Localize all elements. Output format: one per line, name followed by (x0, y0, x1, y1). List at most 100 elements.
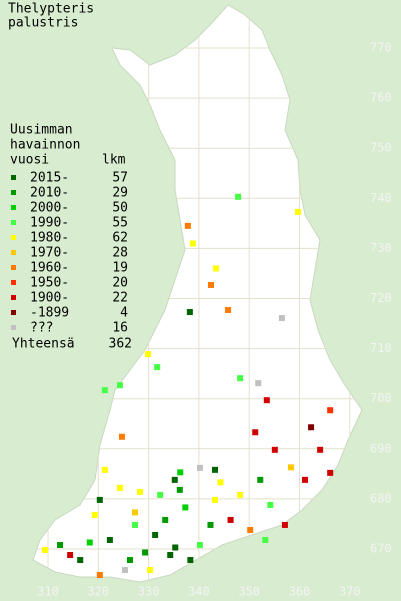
observation (152, 531, 159, 538)
observation (96, 572, 103, 579)
legend-count: 55 (112, 216, 128, 231)
title: Thelypteris (8, 2, 94, 17)
observation (67, 552, 74, 559)
observation (77, 557, 84, 564)
observation (317, 446, 324, 453)
legend-label: -1899 (30, 306, 69, 321)
observation (262, 536, 269, 543)
observation (106, 536, 113, 543)
observation (147, 567, 154, 574)
observation (132, 509, 139, 516)
x-tick-label: 370 (339, 585, 361, 599)
observation (267, 501, 274, 508)
observation (171, 476, 178, 483)
legend-count: 62 (112, 231, 128, 246)
observation (186, 309, 193, 316)
legend-count: 16 (112, 321, 128, 336)
x-tick-label: 330 (138, 585, 160, 599)
legend-heading: vuosi (10, 153, 49, 168)
legend-label: ??? (30, 321, 53, 336)
legend-count: 29 (112, 186, 128, 201)
y-tick-label: 760 (370, 91, 392, 105)
observation (142, 549, 149, 556)
observations (41, 193, 334, 579)
observation (207, 521, 214, 528)
legend-swatch (11, 220, 16, 225)
y-tick-label: 730 (370, 241, 392, 255)
observation (137, 488, 144, 495)
y-tick-label: 770 (370, 41, 392, 55)
observation (126, 557, 133, 564)
y-tick-label: 710 (370, 341, 392, 355)
legend-count: 28 (112, 246, 128, 261)
legend-heading: havainnon (10, 138, 80, 153)
observation (327, 469, 334, 476)
observation (86, 539, 93, 546)
legend-total: 362 (109, 337, 132, 352)
labels: 310 320 330 340 350 360 370 670 680 690 700 710 720 7… (8, 2, 392, 599)
observation (176, 486, 183, 493)
observation (281, 521, 288, 528)
title: palustris (8, 16, 78, 31)
observation (189, 240, 196, 247)
observation (252, 429, 259, 436)
x-tick-label: 310 (37, 585, 59, 599)
observation (207, 281, 214, 288)
y-tick-label: 740 (370, 191, 392, 205)
legend-count: 20 (112, 276, 128, 291)
legend-heading: Uusimman (10, 123, 73, 138)
legend-swatch (11, 280, 16, 285)
observation (237, 375, 244, 382)
observation (278, 315, 285, 322)
observation (257, 476, 264, 483)
observation (184, 222, 191, 229)
legend-label: 2000- (30, 201, 69, 216)
observation (287, 464, 294, 471)
observation (211, 496, 218, 503)
x-tick-label: 360 (289, 585, 311, 599)
observation (196, 541, 203, 548)
observation (116, 382, 123, 389)
legend-count-header: lkm (102, 153, 126, 168)
legend-swatch (11, 190, 16, 195)
observation (308, 424, 315, 431)
y-tick-label: 700 (370, 391, 392, 405)
observation (101, 387, 108, 394)
observation (187, 557, 194, 564)
legend-label: 1900- (30, 291, 69, 306)
legend-count: 50 (112, 201, 128, 216)
observation (213, 265, 220, 272)
legend-count: 19 (112, 261, 128, 276)
observation (132, 521, 139, 528)
legend-total-label: Yhteensä (12, 337, 75, 352)
observation (237, 491, 244, 498)
observation (247, 526, 254, 533)
observation (157, 491, 164, 498)
x-tick-label: 340 (188, 585, 210, 599)
legend-swatch (11, 175, 16, 180)
observation (154, 364, 161, 371)
observation (263, 397, 270, 404)
legend-swatch (11, 265, 16, 270)
observation (302, 476, 309, 483)
observation (162, 516, 169, 523)
observation (101, 466, 108, 473)
legend-count: 4 (120, 306, 128, 321)
legend-label: 1990- (30, 216, 69, 231)
legend-label: 1950- (30, 276, 69, 291)
observation (225, 307, 232, 314)
legend-label: 2015- (30, 171, 69, 186)
observation (182, 504, 189, 511)
y-tick-label: 750 (370, 141, 392, 155)
observation (96, 496, 103, 503)
observation (172, 544, 179, 551)
observation (41, 547, 48, 554)
observation (271, 446, 278, 453)
legend-label: 1970- (30, 246, 69, 261)
legend-count: 22 (112, 291, 128, 306)
legend-count: 57 (112, 171, 128, 186)
x-tick-label: 350 (238, 585, 260, 599)
observation (255, 380, 262, 387)
observation (217, 479, 224, 486)
